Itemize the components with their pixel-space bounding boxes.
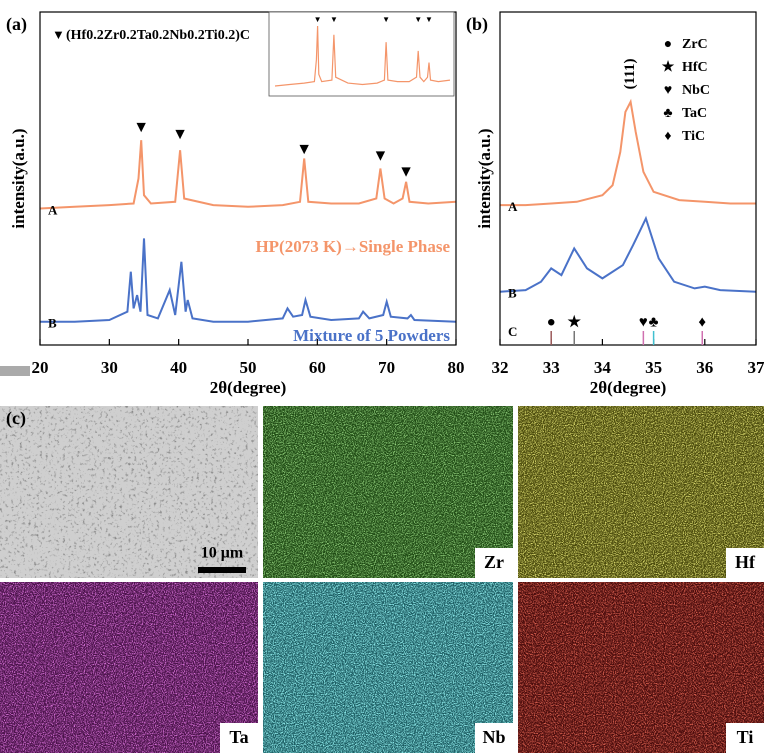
x-axis-label: 2θ(degree) xyxy=(210,378,287,397)
x-tick-label: 33 xyxy=(543,358,560,377)
peak-marker: ▼ xyxy=(296,141,312,158)
x-tick-label: 80 xyxy=(448,358,465,377)
peak-marker: ▼ xyxy=(133,119,149,136)
series-line xyxy=(499,215,757,293)
map-hf-texture xyxy=(518,406,764,578)
map-label-box xyxy=(726,548,764,578)
map-label: Nb xyxy=(482,727,505,747)
series-name: A xyxy=(48,202,58,217)
map-ti-texture xyxy=(518,582,764,753)
map-label: Ti xyxy=(737,727,754,747)
inset-marker: ▼ xyxy=(414,15,422,24)
x-tick-label: 50 xyxy=(240,358,257,377)
y-axis-label: intensity(a.u.) xyxy=(475,128,494,228)
x-tick-label: 37 xyxy=(748,358,764,377)
x-tick-label: 20 xyxy=(32,358,49,377)
scale-bar-label: 10 μm xyxy=(201,545,244,562)
map-label: Hf xyxy=(735,552,756,572)
x-tick-label: 70 xyxy=(378,358,395,377)
map-label: Ta xyxy=(229,727,248,747)
reference-symbol: ♦ xyxy=(698,314,706,330)
inset-marker: ▼ xyxy=(330,15,338,24)
y-axis-label: intensity(a.u.) xyxy=(9,128,28,228)
peak-marker: ▼ xyxy=(398,164,414,181)
legend-symbol: ♣ xyxy=(663,106,672,121)
map-zr-texture xyxy=(263,406,513,578)
series-name: A xyxy=(508,199,518,214)
panel-label: (a) xyxy=(6,14,27,35)
peak-label: (111) xyxy=(622,58,638,89)
map-label-box xyxy=(220,723,258,753)
series-annotation: HP(2073 K)→Single Phase xyxy=(255,237,450,256)
scale-bar xyxy=(198,567,246,573)
x-axis-label: 2θ(degree) xyxy=(590,378,667,397)
reference-symbol: ★ xyxy=(568,314,582,330)
legend-symbol: ♥ xyxy=(664,83,672,98)
x-tick-label: 35 xyxy=(645,358,662,377)
series-annotation: Mixture of 5 Powders xyxy=(293,326,450,345)
map-label-box xyxy=(726,723,764,753)
reference-symbol: ♥ xyxy=(639,314,648,330)
legend-symbol: ♦ xyxy=(664,129,671,144)
reference-symbol: ● xyxy=(547,314,556,330)
map-nb-texture xyxy=(263,582,513,753)
x-tick-label: 60 xyxy=(309,358,326,377)
series-line xyxy=(40,238,457,323)
x-tick-label: 30 xyxy=(101,358,118,377)
legend-symbol: ● xyxy=(664,37,672,52)
map-ta-texture xyxy=(0,582,258,753)
legend-label: TiC xyxy=(682,129,705,144)
decor-bar xyxy=(0,366,30,376)
chart-panel: A B 32 33 34 35 36 37 2θ(degree) intensity(a.u.) (… xyxy=(466,11,764,397)
legend-label: (Hf0.2Zr0.2Ta0.2Nb0.2Ti0.2)C xyxy=(66,28,250,43)
legend-label: ZrC xyxy=(682,37,708,52)
map-label: Zr xyxy=(484,552,504,572)
legend-label: NbC xyxy=(682,83,710,98)
map-label-box xyxy=(475,548,513,578)
x-tick-label: 40 xyxy=(170,358,187,377)
inset-marker: ▼ xyxy=(382,15,390,24)
panel-c: (c) 10 μm xyxy=(0,406,764,753)
legend-label: TaC xyxy=(682,106,707,121)
inset-marker: ▼ xyxy=(314,15,322,24)
x-tick-label: 32 xyxy=(492,358,509,377)
series-line xyxy=(39,140,457,210)
x-tick-label: 34 xyxy=(594,358,612,377)
series-line xyxy=(500,98,756,207)
legend-symbol: ★ xyxy=(662,59,675,75)
sem-texture xyxy=(0,406,258,578)
chart-panel: A HP(2073 K)→Single Phase B Mixture of 5 Po… xyxy=(6,11,465,397)
reference-symbol: ♣ xyxy=(649,314,659,330)
panel-label: (c) xyxy=(6,408,26,429)
map-label-box xyxy=(475,723,513,753)
series-name: B xyxy=(508,286,517,301)
peak-marker: ▼ xyxy=(172,126,188,143)
reference-name: C xyxy=(508,324,517,339)
peak-marker: ▼ xyxy=(373,148,389,165)
legend-label: HfC xyxy=(682,60,708,75)
plot-frame xyxy=(499,11,757,346)
x-tick-label: 36 xyxy=(696,358,713,377)
legend-symbol: ▼ xyxy=(52,27,65,42)
inset-frame xyxy=(268,11,455,97)
series-name: B xyxy=(48,316,57,331)
inset-marker: ▼ xyxy=(425,15,433,24)
inset-line xyxy=(274,25,451,87)
panel-label: (b) xyxy=(466,14,488,35)
